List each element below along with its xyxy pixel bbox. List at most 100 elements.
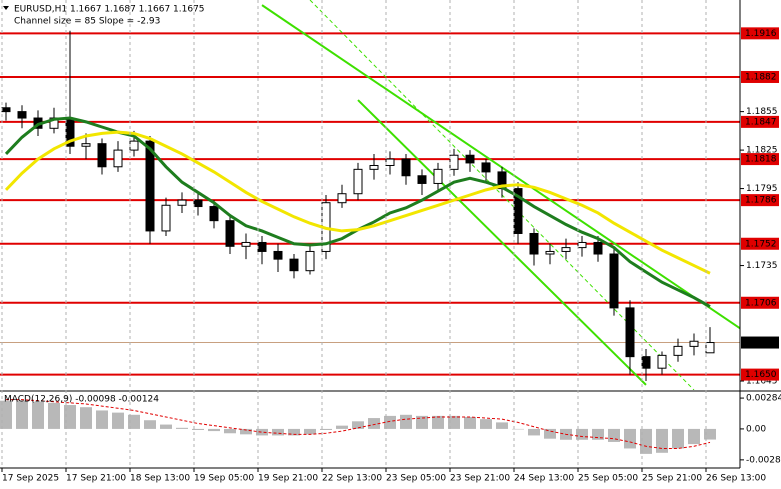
macd-bar: [48, 402, 60, 429]
x-tick-label: 26 Sep 13:00: [706, 474, 766, 484]
level-label-box: [741, 237, 779, 250]
candle-body: [577, 241, 587, 249]
candle-body: [417, 175, 427, 184]
candle-body: [1, 107, 11, 113]
current-price-label: 1.1675: [745, 338, 777, 348]
candle-body: [641, 356, 651, 369]
x-tick-label: 18 Sep 13:00: [130, 474, 190, 484]
macd-bar: [352, 421, 364, 429]
macd-bar: [528, 428, 540, 436]
moving-average: [4, 130, 711, 275]
x-tick-label: 23 Sep 05:00: [386, 474, 446, 484]
price-panel: [0, 0, 740, 390]
chart-title: EURUSD,H1 1.1667 1.1687 1.1667 1.1675: [14, 5, 205, 15]
level-label: 1.1786: [745, 196, 777, 206]
current-price-box: [741, 336, 779, 349]
macd-bar: [320, 428, 332, 430]
macd-signal: [6, 399, 711, 449]
candle-body: [129, 140, 139, 151]
macd-bar: [272, 428, 284, 436]
x-tick-label: 17 Sep 2025: [2, 474, 59, 484]
macd-bar: [336, 425, 348, 429]
candle-body: [529, 232, 539, 255]
candle-body: [705, 342, 715, 354]
candle-body: [593, 241, 603, 255]
macd-y-tick-label: 0.00284: [746, 394, 781, 404]
level-label-box: [741, 296, 779, 309]
macd-bar: [704, 428, 716, 440]
macd-bar: [128, 414, 140, 429]
level-label-box: [741, 153, 779, 166]
candle-body: [145, 140, 155, 232]
level-label-box: [741, 194, 779, 207]
x-tick-label: 19 Sep 21:00: [258, 474, 318, 484]
macd-bar: [464, 416, 476, 429]
candle-body: [193, 199, 203, 208]
macd-bar: [400, 414, 412, 429]
macd-bar: [16, 400, 28, 429]
macd-bar: [384, 415, 396, 429]
x-tick-label: 23 Sep 21:00: [450, 474, 510, 484]
macd-bar: [448, 415, 460, 429]
macd-bar: [512, 428, 524, 430]
channel-line: [357, 99, 647, 386]
candle-body: [177, 199, 187, 206]
candle-body: [81, 143, 91, 147]
candle-body: [465, 154, 475, 164]
macd-bar: [640, 428, 652, 454]
macd-bar: [288, 428, 300, 436]
candle-body: [545, 250, 555, 255]
macd-bar: [672, 428, 684, 449]
candle-body: [305, 250, 315, 272]
y-tick-label: 1.1825: [746, 146, 778, 156]
y-tick-label: 1.1645: [746, 377, 778, 387]
level-label: 1.1882: [745, 72, 777, 82]
candle-body: [673, 345, 683, 356]
level-label-box: [741, 27, 779, 40]
candle-body: [689, 340, 699, 347]
macd-bar: [416, 415, 428, 429]
macd-bar: [496, 422, 508, 429]
candle-body: [257, 241, 267, 252]
candle-body: [337, 193, 347, 204]
candle-body: [289, 258, 299, 272]
level-label-box: [741, 115, 779, 128]
macd-bar: [304, 428, 316, 435]
candle-body: [17, 111, 27, 119]
macd-bar: [176, 427, 188, 429]
candle-body: [401, 158, 411, 177]
candle-body: [273, 250, 283, 260]
level-label-box: [741, 368, 779, 381]
x-tick-label: 24 Sep 13:00: [514, 474, 574, 484]
candle-body: [481, 162, 491, 173]
x-tick-label: 25 Sep 21:00: [642, 474, 702, 484]
macd-bar: [688, 428, 700, 445]
candle-body: [161, 204, 171, 232]
macd-bar: [656, 428, 668, 453]
candle-body: [369, 164, 379, 170]
candle-body: [561, 247, 571, 252]
macd-bar: [432, 415, 444, 429]
macd-bar: [208, 428, 220, 432]
level-label: 1.1818: [745, 155, 777, 165]
candle-body: [625, 307, 635, 358]
x-tick-label: 17 Sep 21:00: [66, 474, 126, 484]
candle-body: [225, 220, 235, 247]
candle-body: [209, 206, 219, 222]
macd-bar: [32, 401, 44, 429]
macd-bar: [240, 428, 252, 435]
macd-bar: [64, 405, 76, 429]
level-label: 1.1916: [745, 29, 777, 39]
x-tick-label: 22 Sep 13:00: [322, 474, 382, 484]
macd-bar: [624, 428, 636, 449]
level-label: 1.1650: [745, 370, 777, 380]
candle-body: [353, 168, 363, 195]
macd-bar: [144, 420, 156, 429]
macd-bar: [576, 428, 588, 440]
y-tick-label: 1.1795: [746, 184, 778, 194]
macd-bar: [368, 418, 380, 429]
candle-body: [97, 143, 107, 168]
macd-bar: [544, 428, 556, 439]
macd-bar: [480, 419, 492, 429]
y-tick-label: 1.1855: [746, 107, 778, 117]
